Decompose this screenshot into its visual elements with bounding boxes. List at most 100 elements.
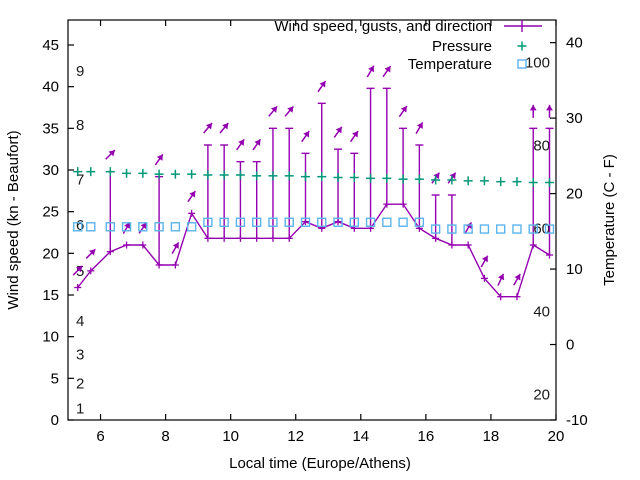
beaufort-label: 7 — [76, 171, 84, 188]
y-tick-label-left: 15 — [42, 287, 59, 304]
arrow-head — [481, 255, 488, 263]
y-tick-label-right: 30 — [566, 110, 583, 127]
arrow-head — [205, 123, 213, 130]
arrow-head — [352, 131, 359, 138]
wind-direction-arrow — [138, 222, 148, 234]
y-tick-label-left: 30 — [42, 162, 59, 179]
wind-direction-arrow — [317, 80, 327, 93]
temperature-point — [300, 217, 311, 227]
x-axis-title: Local time (Europe/Athens) — [229, 455, 411, 472]
wind-direction-arrow — [382, 65, 392, 78]
arrow-head — [222, 123, 229, 130]
arrow-head — [238, 139, 245, 146]
wind-direction-arrow — [105, 149, 116, 160]
temperature-point — [317, 217, 327, 227]
fahrenheit-label: 80 — [533, 138, 550, 155]
fahrenheit-label: 100 — [525, 55, 550, 72]
y-tick-label-right: 40 — [566, 35, 583, 52]
fahrenheit-label: 40 — [533, 304, 550, 321]
y-tick-label-left: 45 — [42, 37, 59, 54]
wind-direction-arrow — [529, 104, 537, 118]
y-tick-label-right: 20 — [566, 186, 583, 203]
temperature-point — [349, 217, 359, 227]
arrow-head — [124, 222, 130, 229]
wind-direction-arrow — [219, 122, 229, 134]
arrow-head — [416, 122, 423, 129]
wind-direction-arrow — [480, 255, 489, 268]
y-tick-label-left: 40 — [42, 79, 59, 96]
x-tick-label: 20 — [548, 428, 565, 445]
arrow-head — [498, 273, 505, 281]
arrow-head — [254, 139, 261, 146]
wind-direction-arrow — [252, 138, 262, 151]
arrow-head — [514, 274, 521, 281]
legend-label-0: Wind speed, gusts, and direction — [274, 18, 492, 35]
temperature-point — [398, 217, 408, 227]
beaufort-label: 6 — [76, 217, 84, 234]
wind-direction-arrow — [415, 121, 424, 135]
legend-label-1: Pressure — [432, 38, 492, 55]
temperature-point — [86, 222, 96, 232]
temperature-point — [463, 224, 473, 234]
x-tick-label: 18 — [483, 428, 500, 445]
wind-direction-arrow — [284, 105, 294, 117]
y-tick-label-left: 35 — [42, 120, 59, 137]
fahrenheit-label: 60 — [533, 221, 550, 238]
wind-direction-arrow — [546, 104, 553, 118]
y-tick-label-left: 5 — [51, 370, 59, 387]
y-tick-label-right: 0 — [566, 337, 574, 354]
temperature-point — [251, 217, 262, 227]
arrow-head — [189, 191, 196, 198]
temperature-point — [447, 224, 457, 234]
arrow-head — [140, 222, 147, 230]
wind-speed-line — [77, 203, 550, 298]
beaufort-label: 3 — [76, 346, 84, 363]
temperature-point — [382, 217, 392, 227]
y-tick-label-right: 10 — [566, 261, 583, 278]
x-tick-label: 6 — [96, 428, 104, 445]
y-tick-label-left: 0 — [51, 412, 59, 429]
temperature-point — [495, 224, 506, 234]
legend-label-2: Temperature — [408, 56, 492, 73]
wind-direction-arrow — [72, 265, 83, 276]
temperature-point — [235, 217, 246, 227]
temperature-point — [414, 217, 425, 227]
wind-direction-arrow — [464, 221, 473, 235]
arrow-head — [303, 131, 310, 138]
x-tick-label: 8 — [161, 428, 169, 445]
x-tick-label: 14 — [352, 428, 369, 445]
beaufort-label: 9 — [76, 63, 84, 80]
wind-direction-arrow — [333, 126, 343, 138]
temperature-point — [154, 222, 164, 232]
wind-direction-arrow — [497, 273, 505, 286]
wind-direction-arrow — [398, 105, 408, 118]
beaufort-label: 1 — [76, 401, 84, 418]
x-tick-label: 10 — [222, 428, 239, 445]
wind-direction-arrow — [301, 130, 310, 143]
arrow-head — [108, 150, 115, 157]
temperature-point — [186, 222, 197, 232]
arrow-head — [319, 81, 326, 88]
y-tick-label-left: 20 — [42, 245, 59, 262]
temperature-point — [105, 222, 115, 232]
temperature-point — [479, 224, 490, 234]
temperature-point — [170, 222, 181, 232]
arrow-head — [335, 126, 342, 134]
legend-marker-temperature — [517, 59, 527, 69]
wind-direction-arrow — [366, 65, 375, 78]
fahrenheit-label: 20 — [533, 387, 550, 404]
arrow-head — [76, 265, 83, 273]
wind-direction-arrow — [85, 248, 96, 259]
arrow-head — [156, 154, 163, 161]
wind-direction-arrow — [154, 153, 164, 166]
arrow-head — [368, 65, 374, 73]
arrow-head — [287, 106, 294, 113]
temperature-point — [268, 217, 278, 227]
wind-direction-arrow — [236, 138, 245, 151]
temperature-point — [430, 224, 441, 234]
wind-direction-arrow — [349, 130, 359, 143]
arrow-head — [384, 66, 391, 73]
arrow-head — [546, 104, 553, 111]
